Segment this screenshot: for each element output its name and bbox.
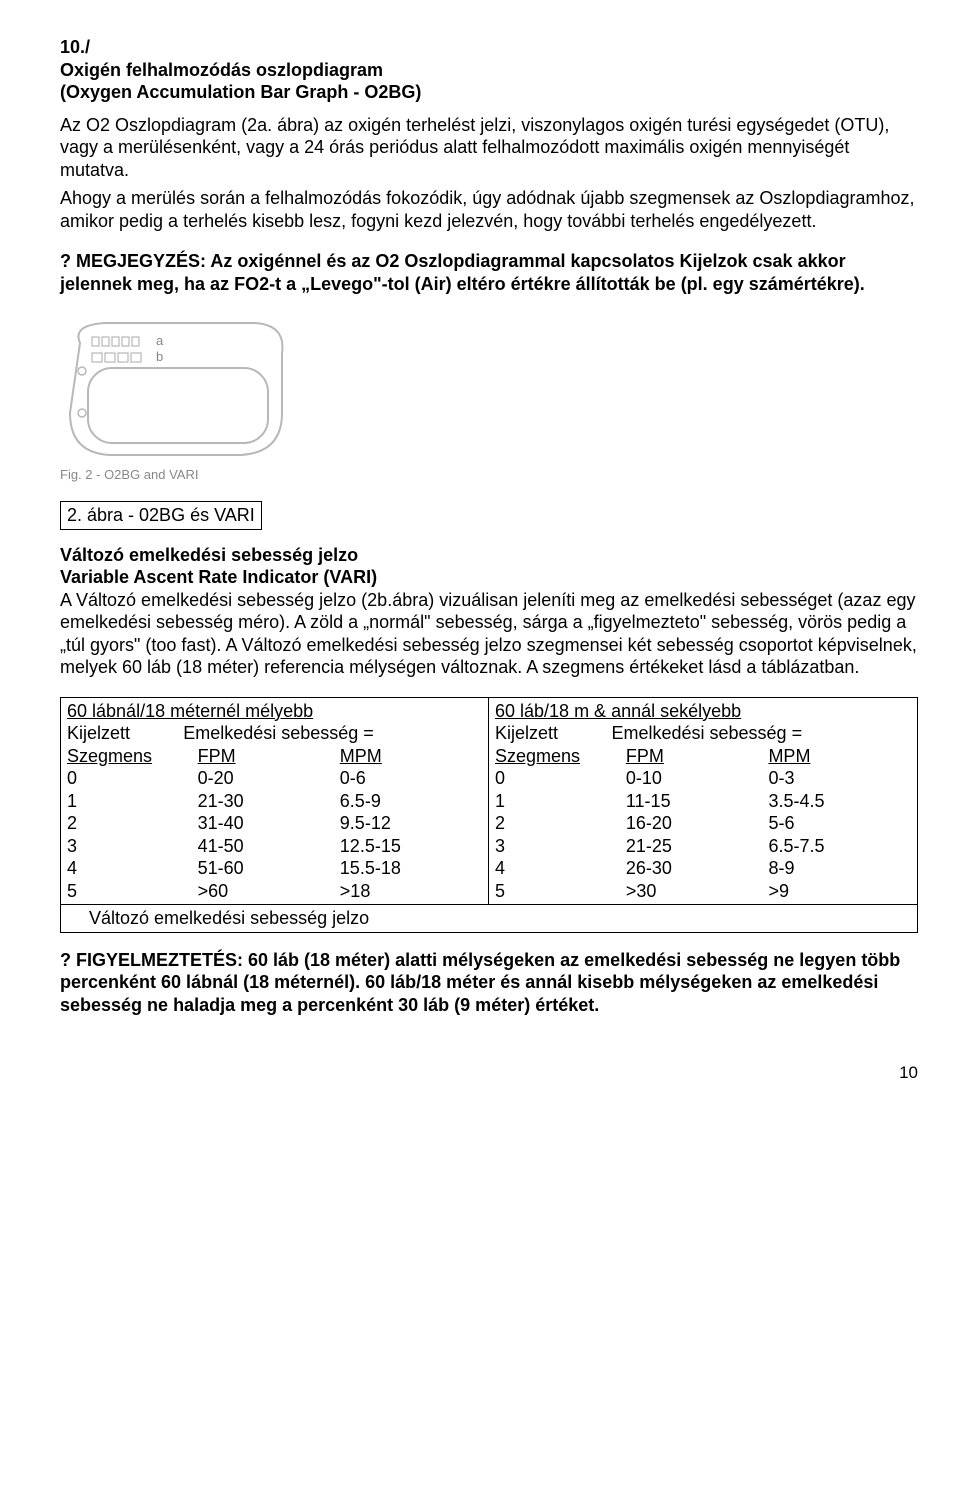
table-cell: 31-40	[178, 812, 340, 835]
section-number: 10./	[60, 36, 918, 59]
fig-label-a: a	[156, 333, 164, 348]
table-cell: 21-30	[178, 790, 340, 813]
warning-paragraph: ? FIGYELMEZTETÉS: 60 láb (18 méter) alat…	[60, 949, 918, 1017]
table-cell: 2	[495, 812, 606, 835]
table-row: 111-153.5-4.5	[495, 790, 911, 813]
fig-label-b: b	[156, 349, 163, 364]
table-header: MPM	[768, 745, 911, 768]
table-cell: 1	[495, 790, 606, 813]
table-cell: Kijelzett	[495, 722, 611, 745]
table-cell: 0-20	[178, 767, 340, 790]
table-cell: 4	[495, 857, 606, 880]
table-cell: >9	[768, 880, 911, 903]
table-row: 451-6015.5-18	[67, 857, 482, 880]
table-left-title: 60 lábnál/18 méternél mélyebb	[67, 700, 482, 723]
table-row: 00-200-6	[67, 767, 482, 790]
table-cell: 3	[495, 835, 606, 858]
table-cell: 1	[67, 790, 178, 813]
table-header: MPM	[340, 745, 482, 768]
table-right-title: 60 láb/18 m & annál sekélyebb	[495, 700, 911, 723]
table-cell: 3	[67, 835, 178, 858]
table-cell: 5	[67, 880, 178, 903]
table-row: 00-100-3	[495, 767, 911, 790]
table-cell: 12.5-15	[340, 835, 482, 858]
vari-body: A Változó emelkedési sebesség jelzo (2b.…	[60, 589, 918, 679]
table-row: 231-409.5-12	[67, 812, 482, 835]
table-row: 341-5012.5-15	[67, 835, 482, 858]
table-cell: 21-25	[606, 835, 769, 858]
table-row: 121-306.5-9	[67, 790, 482, 813]
table-cell: 3.5-4.5	[768, 790, 911, 813]
table-cell: 16-20	[606, 812, 769, 835]
table-cell: >18	[340, 880, 482, 903]
table-header: FPM	[606, 745, 769, 768]
table-cell: 5-6	[768, 812, 911, 835]
table-cell: 8-9	[768, 857, 911, 880]
table-cell: 0	[67, 767, 178, 790]
figure-caption-box: 2. ábra - 02BG és VARI	[60, 501, 262, 530]
table-cell: 6.5-7.5	[768, 835, 911, 858]
paragraph-1: Az O2 Oszlopdiagram (2a. ábra) az oxigén…	[60, 114, 918, 182]
section-title-hu: Oxigén felhalmozódás oszlopdiagram	[60, 59, 918, 82]
figure-2: a b Fig. 2 - O2BG and VARI	[60, 313, 290, 483]
figure-caption-src: Fig. 2 - O2BG and VARI	[60, 467, 290, 483]
table-cell: 41-50	[178, 835, 340, 858]
table-header: Szegmens	[495, 745, 606, 768]
table-footer: Változó emelkedési sebesség jelzo	[60, 904, 918, 933]
vari-title-en: Variable Ascent Rate Indicator (VARI)	[60, 566, 918, 589]
table-cell: >30	[606, 880, 769, 903]
table-row: 5>60>18	[67, 880, 482, 903]
table-left: 60 lábnál/18 méternél mélyebb Kijelzett …	[61, 698, 489, 905]
table-cell: Emelkedési sebesség =	[611, 722, 911, 745]
table-cell: 0	[495, 767, 606, 790]
table-header: Szegmens	[67, 745, 178, 768]
ascent-rate-table: 60 lábnál/18 méternél mélyebb Kijelzett …	[60, 697, 918, 905]
table-cell: Emelkedési sebesség =	[183, 722, 482, 745]
page-number: 10	[60, 1062, 918, 1083]
section-title-en: (Oxygen Accumulation Bar Graph - O2BG)	[60, 81, 918, 104]
table-cell: 0-3	[768, 767, 911, 790]
table-cell: >60	[178, 880, 340, 903]
dive-computer-diagram: a b	[60, 313, 290, 463]
table-row: 426-308-9	[495, 857, 911, 880]
table-header: FPM	[178, 745, 340, 768]
table-row: 5>30>9	[495, 880, 911, 903]
table-cell: 51-60	[178, 857, 340, 880]
table-cell: 11-15	[606, 790, 769, 813]
paragraph-2: Ahogy a merülés során a felhalmozódás fo…	[60, 187, 918, 232]
table-cell: 4	[67, 857, 178, 880]
table-row: 321-256.5-7.5	[495, 835, 911, 858]
table-cell: 6.5-9	[340, 790, 482, 813]
table-cell: 0-6	[340, 767, 482, 790]
table-right: 60 láb/18 m & annál sekélyebb Kijelzett …	[489, 698, 917, 905]
vari-title-hu: Változó emelkedési sebesség jelzo	[60, 544, 918, 567]
table-cell: Kijelzett	[67, 722, 183, 745]
note-paragraph: ? MEGJEGYZÉS: Az oxigénnel és az O2 Oszl…	[60, 250, 918, 295]
table-cell: 5	[495, 880, 606, 903]
table-cell: 9.5-12	[340, 812, 482, 835]
table-cell: 0-10	[606, 767, 769, 790]
table-cell: 15.5-18	[340, 857, 482, 880]
table-row: 216-205-6	[495, 812, 911, 835]
table-cell: 2	[67, 812, 178, 835]
table-cell: 26-30	[606, 857, 769, 880]
